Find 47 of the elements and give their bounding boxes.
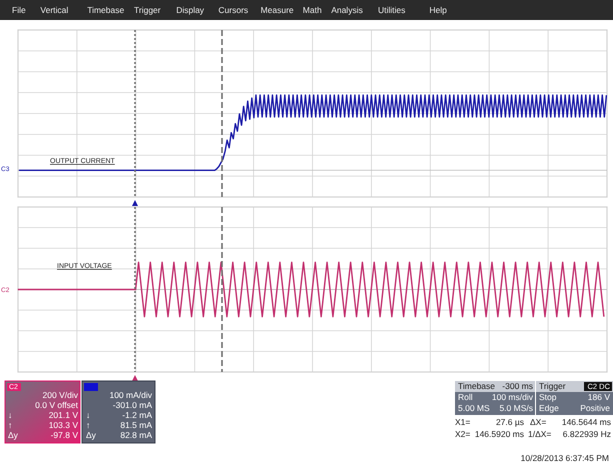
text: Trigger bbox=[134, 5, 161, 15]
text: Trigger bbox=[539, 381, 566, 391]
text: 10/28/2013 6:37:45 PM bbox=[520, 453, 609, 463]
text: X2= bbox=[455, 429, 470, 439]
text: X1= bbox=[455, 417, 470, 427]
text: 82.8 mA bbox=[120, 430, 152, 440]
text: ↓ bbox=[86, 410, 90, 420]
text: Vertical bbox=[40, 5, 68, 15]
text: -1.2 mA bbox=[122, 410, 152, 420]
text: Analysis bbox=[331, 5, 363, 15]
text: 0.0 V offset bbox=[35, 400, 79, 410]
text: File bbox=[12, 5, 26, 15]
text: Δy bbox=[86, 430, 97, 440]
text: 200 V/div bbox=[42, 390, 79, 400]
text: 146.5644 ms bbox=[562, 417, 611, 427]
text: ↑ bbox=[86, 420, 90, 430]
text: 201.1 V bbox=[48, 410, 78, 420]
text: Edge bbox=[539, 403, 560, 413]
text: Utilities bbox=[378, 5, 406, 15]
text: 6.822939 Hz bbox=[562, 429, 611, 439]
text: Display bbox=[176, 5, 205, 15]
text: Help bbox=[429, 5, 448, 15]
text: ↑ bbox=[8, 420, 12, 430]
text: Positive bbox=[580, 403, 610, 413]
text: -97.8 V bbox=[50, 430, 78, 440]
text: Timebase bbox=[87, 5, 124, 15]
text: Timebase bbox=[458, 381, 496, 391]
text: 100 mA/div bbox=[109, 390, 153, 400]
text: Roll bbox=[458, 392, 473, 402]
text: Math bbox=[302, 5, 322, 15]
text: 100 ms/div bbox=[492, 392, 534, 402]
text: 5.0 MS/s bbox=[499, 403, 533, 413]
text: 5.00 MS bbox=[458, 403, 490, 413]
text: 103.3 V bbox=[48, 420, 78, 430]
text: 1/ΔX= bbox=[528, 429, 552, 439]
text: 146.5920 ms bbox=[474, 429, 524, 439]
text: Δy bbox=[8, 430, 19, 440]
text: -301.0 mA bbox=[112, 400, 152, 410]
text: Stop bbox=[539, 392, 557, 402]
text: ΔX= bbox=[530, 417, 546, 427]
text: 81.5 mA bbox=[120, 420, 152, 430]
text: Measure bbox=[260, 5, 294, 15]
text: Cursors bbox=[218, 5, 248, 15]
text: 186 V bbox=[588, 392, 610, 402]
text: -300 ms bbox=[502, 381, 533, 391]
text: ↓ bbox=[8, 410, 12, 420]
text: 27.6 µs bbox=[496, 417, 524, 427]
